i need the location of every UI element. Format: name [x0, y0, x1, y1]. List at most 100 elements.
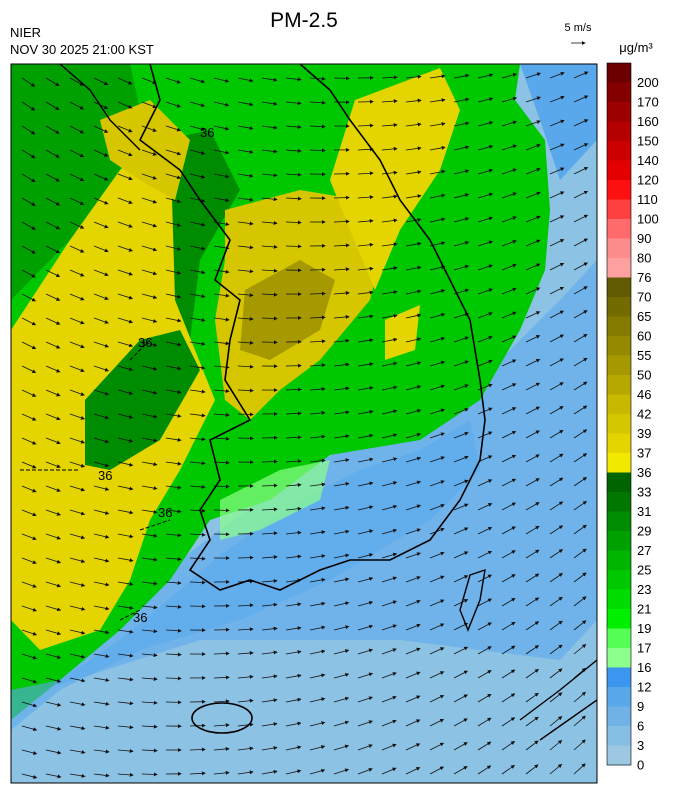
- wind-arrow: [357, 529, 374, 535]
- colorbar-label: 170: [637, 95, 659, 110]
- wind-arrow: [213, 699, 230, 704]
- wind-arrow: [429, 647, 445, 655]
- wind-arrow: [93, 221, 109, 229]
- timestamp: NOV 30 2025 21:00 KST: [10, 42, 154, 57]
- wind-arrow: [381, 457, 398, 463]
- colorbar-label: 6: [637, 719, 644, 734]
- wind-arrow: [309, 601, 326, 607]
- wind-arrow: [69, 413, 85, 420]
- wind-arrow: [573, 238, 589, 247]
- wind-arrow: [453, 599, 469, 607]
- wind-arrow: [333, 529, 350, 535]
- wind-arrow: [525, 430, 540, 439]
- wind-arrow: [21, 581, 37, 588]
- olive-region: [240, 260, 335, 360]
- colorbar-label: 76: [637, 270, 651, 285]
- wind-arrow: [285, 769, 302, 775]
- wind-arrow: [261, 531, 278, 536]
- wind-arrow: [213, 317, 230, 322]
- wind-arrow: [165, 533, 182, 538]
- wind-arrow: [45, 725, 62, 731]
- wind-arrow: [21, 701, 38, 708]
- wind-arrow: [525, 692, 539, 703]
- wind-arrow: [285, 435, 302, 440]
- wind-arrow: [429, 742, 445, 751]
- wind-arrow: [189, 747, 206, 752]
- wind-arrow: [573, 333, 588, 343]
- wind-arrow: [525, 144, 541, 151]
- wind-arrow: [237, 316, 254, 321]
- wind-arrow: [549, 716, 563, 727]
- wind-arrow: [237, 388, 254, 393]
- wind-arrow: [405, 122, 422, 127]
- wind-arrow: [141, 605, 158, 610]
- wind-arrow: [21, 677, 38, 684]
- map-area: 36 36 36 36 36: [11, 64, 597, 783]
- wind-arrow: [117, 269, 133, 276]
- wind-arrow: [453, 360, 469, 367]
- wind-arrow: [117, 389, 134, 396]
- wind-arrow: [237, 149, 254, 154]
- wind-arrow: [309, 673, 326, 679]
- wind-arrow: [501, 263, 517, 271]
- wind-arrow: [525, 406, 541, 415]
- wind-arrow: [189, 317, 206, 322]
- wind-arrow: [261, 555, 278, 560]
- wind-arrow: [573, 620, 587, 631]
- wind-arrow: [549, 549, 564, 559]
- colorbar-segment: [607, 82, 631, 103]
- wind-arrow: [141, 509, 158, 514]
- wind-arrow: [117, 341, 134, 348]
- wind-arrow: [261, 578, 278, 583]
- wind-arrow: [237, 293, 254, 298]
- wind-arrow: [117, 653, 134, 658]
- wind-arrow: [237, 651, 254, 656]
- wind-arrow: [573, 596, 587, 607]
- wind-arrow: [237, 746, 254, 751]
- wind-arrow: [333, 410, 350, 415]
- wind-arrow: [405, 337, 422, 343]
- wind-arrow: [141, 533, 158, 538]
- wind-arrow: [525, 96, 541, 103]
- wind-arrow: [285, 602, 302, 607]
- wind-arrow: [213, 125, 230, 131]
- wind-arrow: [549, 286, 565, 295]
- wind-arrow: [237, 674, 254, 679]
- wind-arrow: [309, 339, 326, 344]
- wind-arrow: [165, 101, 182, 108]
- wind-arrow: [357, 744, 373, 751]
- wind-arrow: [285, 530, 302, 535]
- yellow-region: [385, 305, 420, 360]
- wind-arrow: [69, 461, 86, 468]
- wind-arrow: [237, 364, 254, 369]
- wind-arrow: [117, 77, 133, 85]
- wind-arrow: [261, 459, 278, 464]
- wind-arrow: [237, 722, 254, 727]
- wind-arrow: [429, 384, 446, 391]
- colorbar-label: 12: [637, 680, 651, 695]
- wind-arrow: [333, 553, 350, 559]
- wind-arrow: [237, 627, 254, 632]
- colorbar-label: 42: [637, 407, 651, 422]
- wind-arrow: [69, 485, 86, 492]
- wind-arrow: [21, 605, 37, 612]
- wind-arrow: [381, 695, 397, 703]
- wind-arrow: [141, 629, 158, 634]
- wind-arrow: [165, 197, 182, 204]
- wind-arrow: [285, 745, 302, 751]
- colorbar-segment: [607, 414, 631, 434]
- wind-arrow: [285, 411, 302, 416]
- wind-arrow: [141, 676, 158, 681]
- wind-arrow: [405, 576, 421, 583]
- colorbar-label: 37: [637, 446, 651, 461]
- wind-arrow: [237, 340, 254, 345]
- wind-arrow: [93, 605, 110, 611]
- wind-arrow: [381, 600, 398, 607]
- wind-arrow: [189, 413, 206, 418]
- wind-arrow: [429, 74, 446, 79]
- wind-arrow: [525, 167, 541, 175]
- wind-arrow: [381, 361, 398, 367]
- wind-arrow: [189, 437, 206, 442]
- wind-arrow: [477, 240, 494, 247]
- wind-arrow: [525, 454, 540, 463]
